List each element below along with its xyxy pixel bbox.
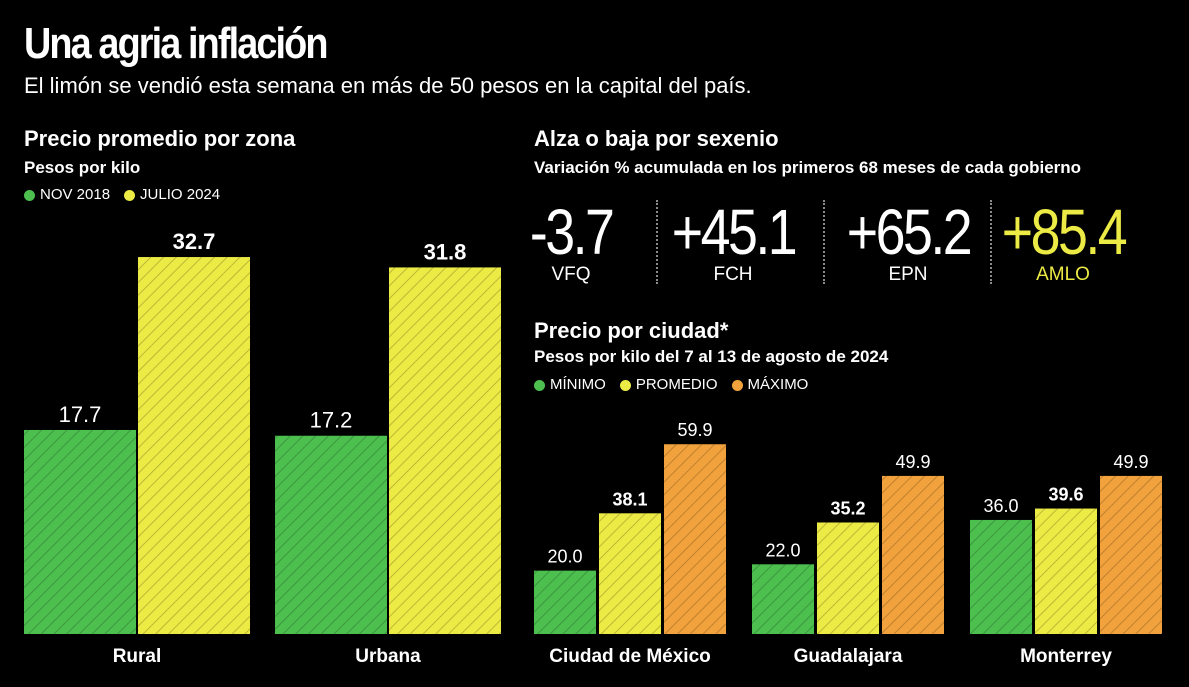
data-label: 32.7: [173, 229, 216, 254]
ciudad-units: Pesos por kilo del 7 al 13 de agosto de …: [534, 347, 889, 366]
zona-units: Pesos por kilo: [24, 158, 141, 177]
legend-item-maximo: MÁXIMO: [731, 375, 809, 395]
ciudad-legend: MÍNIMO PROMEDIO MÁXIMO: [534, 375, 822, 395]
legend-item-nov-2018: NOV 2018: [24, 185, 110, 205]
page-subtitle: El limón se vendió esta semana en más de…: [24, 73, 752, 98]
data-label: 31.8: [424, 239, 467, 264]
bar-hatch: [752, 564, 814, 634]
data-label: 39.6: [1048, 485, 1083, 505]
data-label: 59.9: [677, 420, 712, 440]
stat-divider: [990, 200, 992, 284]
legend-swatch-yellow: [619, 379, 631, 391]
data-label: 17.2: [310, 408, 353, 433]
stat-value: +45.1: [671, 196, 797, 268]
data-label: 49.9: [895, 452, 930, 472]
bar-hatch: [534, 570, 596, 634]
stat-amlo: +85.4 AMLO: [988, 200, 1138, 286]
bar-hatch: [817, 522, 879, 634]
zona-legend: NOV 2018 JULIO 2024: [24, 185, 234, 205]
data-label: 35.2: [830, 498, 865, 518]
stat-value: +65.2: [846, 196, 972, 268]
page-title: Una agria inflación: [24, 19, 328, 68]
category-label: Guadalajara: [794, 646, 903, 667]
bar-hatch: [599, 513, 661, 634]
sexenio-subtitle: Variación % acumulada en los primeros 68…: [534, 158, 1082, 177]
stat-fch: +45.1 FCH: [658, 200, 808, 286]
legend-label: MÍNIMO: [550, 376, 606, 393]
legend-swatch-orange: [731, 379, 743, 391]
data-label: 17.7: [59, 402, 102, 427]
legend-label: NOV 2018: [40, 186, 111, 203]
zona-title: Precio promedio por zona: [24, 126, 296, 151]
bar-hatch: [275, 435, 387, 634]
bar-hatch: [138, 257, 250, 634]
zona-bar-chart: 17.7 32.7 Rural 17.2 31.8 Urbana: [24, 229, 501, 667]
legend-label: PROMEDIO: [635, 376, 718, 393]
data-label: 22.0: [765, 540, 800, 560]
category-label: Rural: [113, 646, 162, 667]
stat-vfq: -3.7 VFQ: [496, 200, 646, 286]
legend-item-promedio: PROMEDIO: [619, 375, 718, 395]
sexenio-title: Alza o baja por sexenio: [534, 126, 779, 151]
bar-hatch: [24, 429, 136, 634]
bar-hatch: [882, 475, 944, 634]
category-label: Monterrey: [1020, 646, 1112, 667]
category-label: Urbana: [355, 646, 421, 667]
data-label: 38.1: [612, 489, 647, 509]
stat-value: +85.4: [1001, 196, 1127, 268]
legend-label: JULIO 2024: [140, 186, 221, 203]
bar-hatch: [1035, 508, 1097, 634]
legend-swatch-green: [24, 189, 35, 201]
legend-label: MÁXIMO: [747, 376, 809, 393]
ciudad-bar-chart: 20.0 38.1 59.9 Ciudad de México 22.0 35.2 49.9…: [534, 420, 1162, 667]
bar-hatch: [1100, 475, 1162, 634]
data-label: 36.0: [983, 496, 1018, 516]
legend-swatch-yellow: [124, 189, 136, 201]
legend-item-minimo: MÍNIMO: [534, 375, 606, 395]
legend-swatch-green: [534, 379, 545, 391]
stat-divider: [823, 200, 825, 284]
legend-item-julio-2024: JULIO 2024: [124, 185, 220, 205]
ciudad-title: Precio por ciudad*: [534, 318, 729, 343]
data-label: 20.0: [547, 547, 582, 567]
stat-epn: +65.2 EPN: [833, 200, 983, 286]
stat-divider: [656, 200, 658, 284]
stat-value: -3.7: [529, 196, 615, 268]
bar-hatch: [664, 444, 726, 634]
bar-hatch: [970, 519, 1032, 634]
data-label: 49.9: [1113, 452, 1148, 472]
stat-label: AMLO: [1036, 264, 1090, 285]
stat-label: FCH: [713, 264, 753, 285]
bar-hatch: [389, 267, 501, 634]
stat-label: EPN: [888, 264, 928, 285]
stat-label: VFQ: [551, 264, 591, 285]
category-label: Ciudad de México: [549, 646, 711, 667]
